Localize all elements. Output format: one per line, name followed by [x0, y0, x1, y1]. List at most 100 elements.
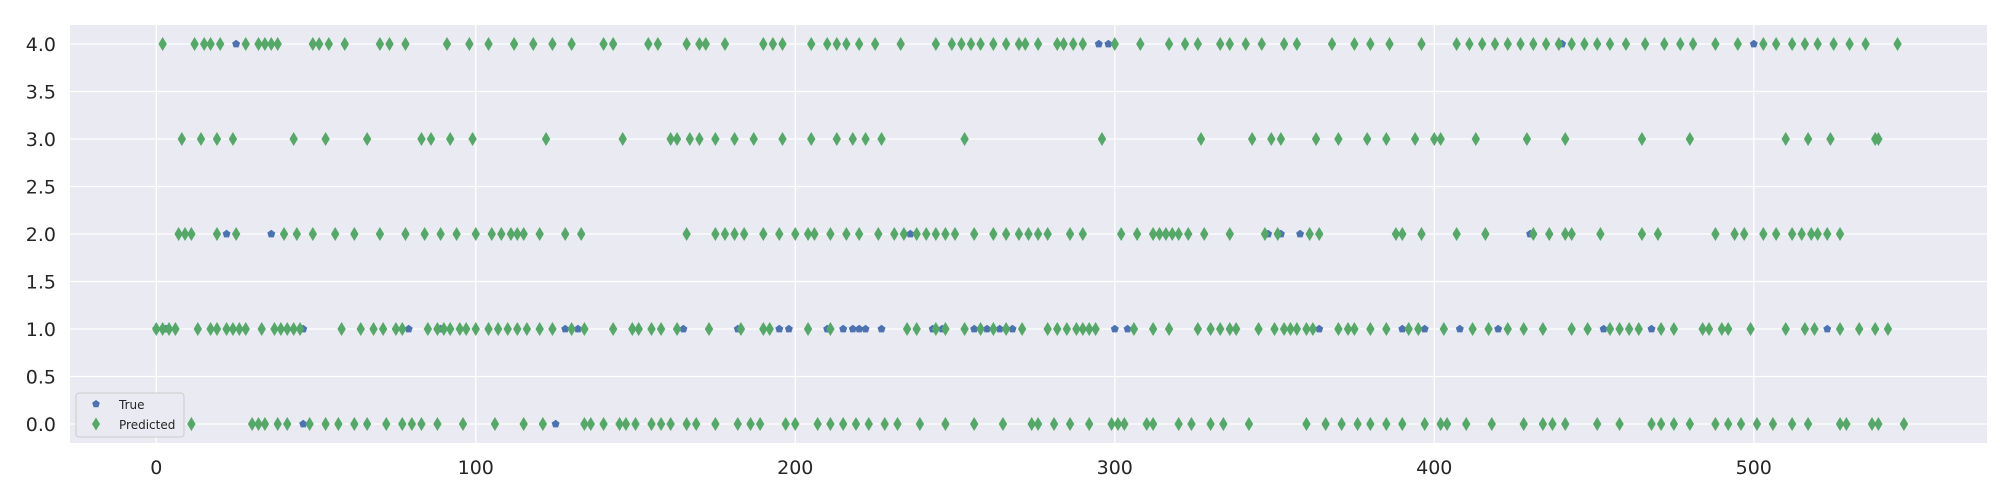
- predicted-point: [730, 132, 739, 146]
- predicted-point: [1561, 417, 1570, 431]
- predicted-point: [1404, 322, 1413, 336]
- predicted-point: [1503, 322, 1512, 336]
- predicted-point: [471, 227, 480, 241]
- predicted-point: [1519, 417, 1528, 431]
- true-point: [1123, 324, 1132, 333]
- true-point: [906, 229, 915, 238]
- predicted-point: [1835, 322, 1845, 336]
- true-point: [1315, 324, 1324, 333]
- predicted-point: [1362, 132, 1372, 146]
- predicted-point: [305, 417, 314, 431]
- predicted-point: [350, 417, 359, 431]
- predicted-point: [1711, 417, 1720, 431]
- predicted-point: [826, 417, 835, 431]
- predicted-point: [1685, 417, 1695, 431]
- predicted-point: [257, 322, 266, 336]
- predicted-point: [484, 37, 493, 51]
- predicted-point: [1148, 322, 1158, 336]
- predicted-point: [292, 227, 302, 241]
- predicted-point: [1615, 322, 1624, 336]
- predicted-point: [1366, 322, 1375, 336]
- predicted-point: [1430, 132, 1439, 146]
- predicted-point: [1267, 132, 1276, 146]
- predicted-point: [433, 417, 442, 431]
- true-point: [551, 419, 560, 428]
- predicted-point: [912, 322, 921, 336]
- predicted-point: [308, 227, 318, 241]
- predicted-point: [1043, 227, 1052, 241]
- predicted-point: [1308, 322, 1318, 336]
- predicted-point: [529, 37, 538, 51]
- predicted-point: [273, 417, 282, 431]
- predicted-point: [1017, 322, 1027, 336]
- predicted-point: [599, 37, 608, 51]
- true-point: [1094, 39, 1103, 48]
- predicted-point: [1193, 37, 1203, 51]
- predicted-point: [222, 322, 231, 336]
- predicted-point: [1813, 37, 1822, 51]
- predicted-point: [1656, 417, 1666, 431]
- x-tick-label: 400: [1416, 457, 1452, 479]
- predicted-point: [1164, 37, 1174, 51]
- predicted-point: [615, 417, 624, 431]
- predicted-point: [1554, 37, 1564, 51]
- predicted-point: [1807, 227, 1816, 241]
- predicted-point: [1206, 417, 1215, 431]
- predicted-point: [810, 227, 819, 241]
- predicted-point: [621, 417, 631, 431]
- predicted-point: [1398, 227, 1407, 241]
- true-point: [1647, 324, 1656, 333]
- predicted-point: [187, 227, 196, 241]
- true-point: [1749, 39, 1758, 48]
- predicted-point: [1279, 322, 1289, 336]
- predicted-point: [807, 37, 816, 51]
- predicted-point: [1053, 37, 1062, 51]
- predicted-point: [1724, 322, 1733, 336]
- predicted-point: [733, 417, 742, 431]
- predicted-point: [375, 37, 385, 51]
- predicted-point: [775, 227, 784, 241]
- true-point: [1104, 39, 1113, 48]
- predicted-point: [1593, 37, 1602, 51]
- predicted-point: [960, 132, 969, 146]
- predicted-point: [1129, 322, 1139, 336]
- predicted-point: [1883, 322, 1893, 336]
- predicted-point: [1065, 227, 1075, 241]
- predicted-point: [1024, 227, 1033, 241]
- predicted-point: [631, 417, 640, 431]
- predicted-point: [1874, 132, 1883, 146]
- predicted-point: [337, 322, 346, 336]
- predicted-point: [1442, 417, 1452, 431]
- predicted-point: [826, 227, 835, 241]
- true-point: [232, 39, 241, 48]
- true-point: [1110, 324, 1119, 333]
- predicted-point: [260, 37, 270, 51]
- predicted-point: [1174, 227, 1183, 241]
- predicted-point: [1257, 37, 1266, 51]
- predicted-point: [823, 37, 832, 51]
- predicted-point: [848, 132, 857, 146]
- legend: True Predicted: [75, 392, 185, 438]
- predicted-point: [736, 322, 746, 336]
- predicted-point: [1321, 417, 1330, 431]
- predicted-point: [1730, 227, 1739, 241]
- predicted-point: [695, 37, 704, 51]
- predicted-point: [1465, 37, 1474, 51]
- predicted-point: [1580, 37, 1589, 51]
- predicted-point: [1059, 37, 1068, 51]
- predicted-point: [187, 417, 196, 431]
- predicted-point: [1136, 37, 1145, 51]
- predicted-point: [1027, 417, 1036, 431]
- predicted-point: [893, 417, 902, 431]
- predicted-point: [260, 417, 270, 431]
- predicted-point: [1078, 322, 1088, 336]
- predicted-point: [915, 417, 925, 431]
- predicted-point: [1366, 417, 1375, 431]
- predicted-point: [989, 37, 998, 51]
- predicted-point: [1845, 37, 1854, 51]
- predicted-point: [420, 227, 429, 241]
- predicted-point: [1835, 417, 1845, 431]
- predicted-point: [452, 227, 461, 241]
- predicted-point: [330, 227, 340, 241]
- predicted-point: [497, 227, 506, 241]
